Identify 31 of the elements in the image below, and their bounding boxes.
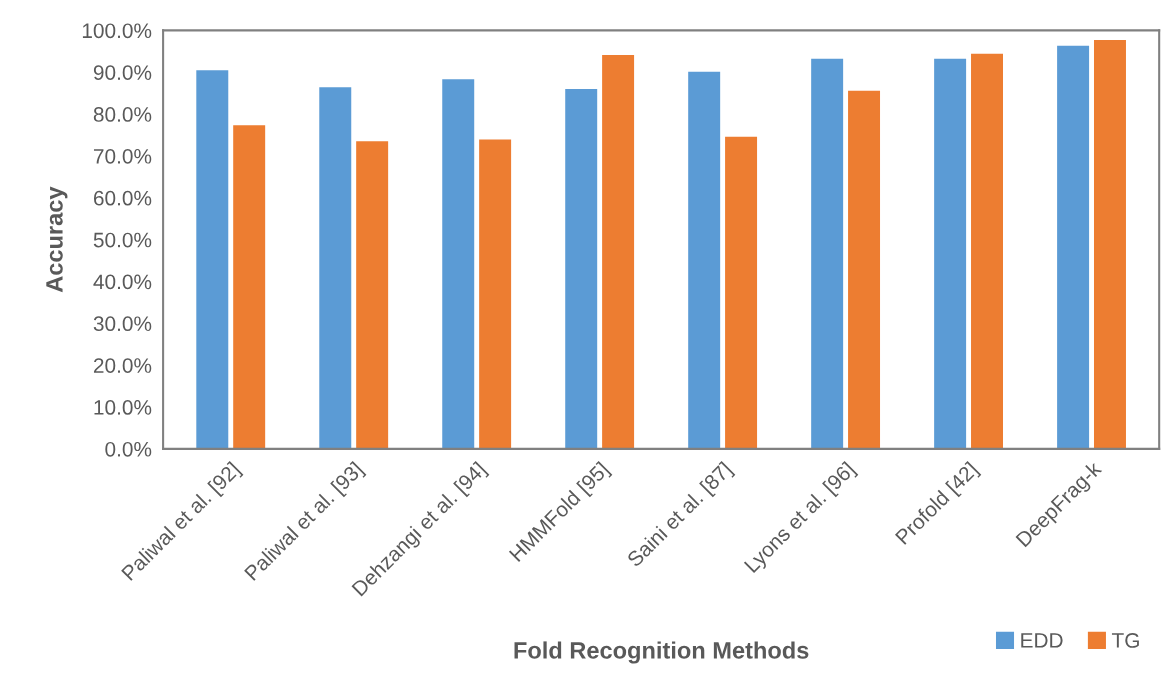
y-tick-label: 50.0% <box>93 232 152 248</box>
bar <box>565 88 598 449</box>
y-axis-title: Accuracy <box>46 186 68 293</box>
legend-label: EDD <box>1021 633 1063 648</box>
bar <box>1094 40 1126 449</box>
bar <box>356 141 389 449</box>
bar <box>319 87 352 449</box>
x-axis-title: Fold Recognition Methods <box>514 641 809 664</box>
bar <box>196 70 229 449</box>
bar <box>848 90 881 449</box>
bar <box>971 53 1003 449</box>
y-tick-label: 70.0% <box>93 148 152 164</box>
y-tick-label: 60.0% <box>93 190 152 206</box>
y-tick-label: 10.0% <box>94 400 152 415</box>
legend-label: TG <box>1111 633 1139 648</box>
y-tick-label: 30.0% <box>93 316 152 332</box>
y-tick-label: 0.0% <box>105 441 152 457</box>
bar <box>725 136 758 449</box>
y-tick-label: 40.0% <box>93 274 152 290</box>
y-tick-label: 90.0% <box>93 65 152 80</box>
bar <box>233 125 266 449</box>
bar <box>442 79 475 449</box>
bar <box>1057 45 1090 449</box>
bar <box>602 55 635 449</box>
y-tick-label: 100.0% <box>82 23 152 39</box>
bar <box>479 139 512 449</box>
bar <box>811 58 844 449</box>
bar <box>934 58 967 449</box>
y-tick-label: 20.0% <box>93 358 152 373</box>
bar <box>688 71 721 449</box>
y-tick-label: 80.0% <box>93 107 152 122</box>
